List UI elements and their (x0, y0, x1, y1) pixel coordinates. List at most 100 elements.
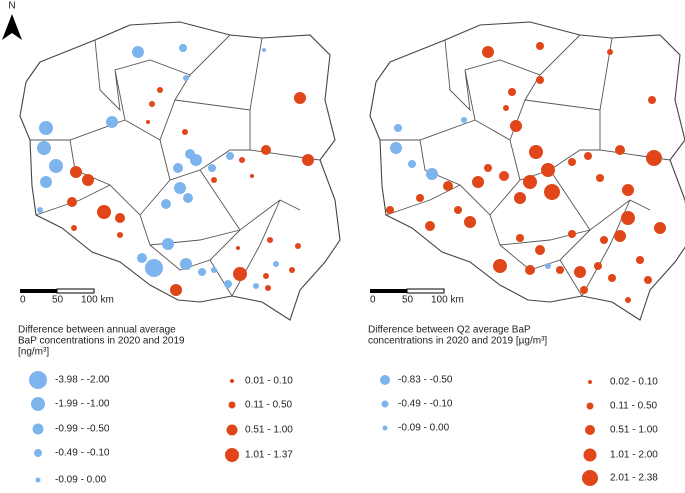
station-dot (190, 154, 202, 166)
scale-bar (56, 288, 95, 294)
legend-symbol (34, 449, 42, 457)
map-outline (369, 21, 685, 321)
legend-symbol (382, 425, 388, 431)
legend-label: -0.09 - 0.00 (55, 475, 107, 486)
station-dot (137, 253, 147, 263)
legend-label: 0.11 - 0.50 (245, 400, 293, 411)
station-dot (443, 181, 453, 191)
station-dot (198, 268, 206, 276)
north-arrow (2, 14, 22, 40)
scale-label: 0 (370, 295, 376, 306)
station-dot (461, 117, 467, 123)
legend-symbol (225, 448, 239, 462)
legend-symbol (380, 375, 390, 385)
station-dot (180, 258, 192, 270)
legend-label: 1.01 - 2.00 (610, 450, 658, 461)
station-dot (484, 164, 492, 172)
station-dot (289, 267, 295, 273)
legend-title: [ng/m³] (18, 347, 49, 358)
station-dot (416, 194, 424, 202)
station-dot (146, 120, 150, 124)
station-dot (584, 152, 592, 160)
legend-symbol (585, 425, 595, 435)
station-dot (556, 266, 564, 274)
scale-label: 50 (402, 295, 414, 306)
north-label: N (8, 1, 15, 12)
station-dot (499, 171, 509, 181)
station-dot (302, 154, 314, 166)
legend-label: -0.09 - 0.00 (398, 423, 450, 434)
station-dot (525, 265, 535, 275)
station-dot (386, 206, 394, 214)
station-dot (239, 157, 245, 163)
station-dot (162, 238, 174, 250)
legend-symbol (582, 470, 598, 486)
legend-title: Difference between annual average (18, 325, 176, 336)
legend-label: 0.51 - 1.00 (245, 425, 293, 436)
station-dot (510, 120, 522, 132)
station-dot (390, 142, 402, 154)
legend-label: 0.02 - 0.10 (610, 377, 658, 388)
station-dot (607, 49, 613, 55)
station-dot (145, 259, 163, 277)
station-dot (67, 197, 77, 207)
legend-label: -0.99 - -0.50 (55, 424, 110, 435)
station-dot (236, 246, 240, 250)
station-dot (615, 145, 625, 155)
station-dot (394, 124, 402, 132)
legend-symbol (32, 423, 44, 435)
station-dot (211, 177, 217, 183)
legend-symbol (230, 379, 234, 383)
station-dot (37, 207, 43, 213)
scale-label: 100 km (431, 295, 464, 306)
station-dot (117, 232, 123, 238)
scale-label: 100 km (81, 295, 114, 306)
station-dot (211, 267, 217, 273)
station-dot (253, 283, 259, 289)
legend-label: -0.83 - -0.50 (398, 375, 453, 386)
station-dot (621, 211, 635, 225)
legend-symbol (381, 400, 389, 408)
legend-title: concentrations in 2020 and 2019 [µg/m³] (368, 336, 547, 347)
scale-bar (406, 288, 445, 294)
scale-bar (370, 289, 407, 293)
station-dot (182, 129, 188, 135)
station-dot (464, 216, 476, 228)
legend-symbol (228, 401, 236, 409)
station-dot (608, 274, 616, 282)
station-dot (523, 175, 537, 189)
legend-symbol (31, 397, 45, 411)
legend-label: -1.99 - -1.00 (55, 399, 110, 410)
station-dot (226, 152, 234, 160)
station-dot (648, 96, 656, 104)
station-dot (261, 145, 271, 155)
station-dot (208, 164, 216, 172)
station-dot (179, 44, 187, 52)
station-dot (262, 48, 266, 52)
station-dot (568, 158, 576, 166)
legend-symbol (588, 380, 592, 384)
station-dot (580, 286, 588, 294)
station-dot (482, 46, 494, 58)
station-dot (106, 116, 118, 128)
station-dot (535, 245, 545, 255)
station-dot (49, 159, 63, 173)
station-dot (596, 174, 604, 182)
legend-symbol (583, 448, 597, 462)
station-dot (614, 230, 626, 242)
station-dot (224, 280, 232, 288)
station-dot (70, 166, 82, 178)
station-dot (173, 163, 183, 173)
station-dot (644, 276, 652, 284)
scale-label: 50 (52, 295, 64, 306)
station-dot (574, 266, 586, 278)
station-dot (544, 184, 560, 200)
station-dot (472, 176, 484, 188)
station-dot (273, 261, 279, 267)
station-dot (267, 237, 273, 243)
station-dot (97, 205, 111, 219)
station-dot (250, 174, 254, 178)
station-dot (157, 87, 163, 93)
station-dot (426, 168, 438, 180)
station-dot (132, 46, 144, 58)
